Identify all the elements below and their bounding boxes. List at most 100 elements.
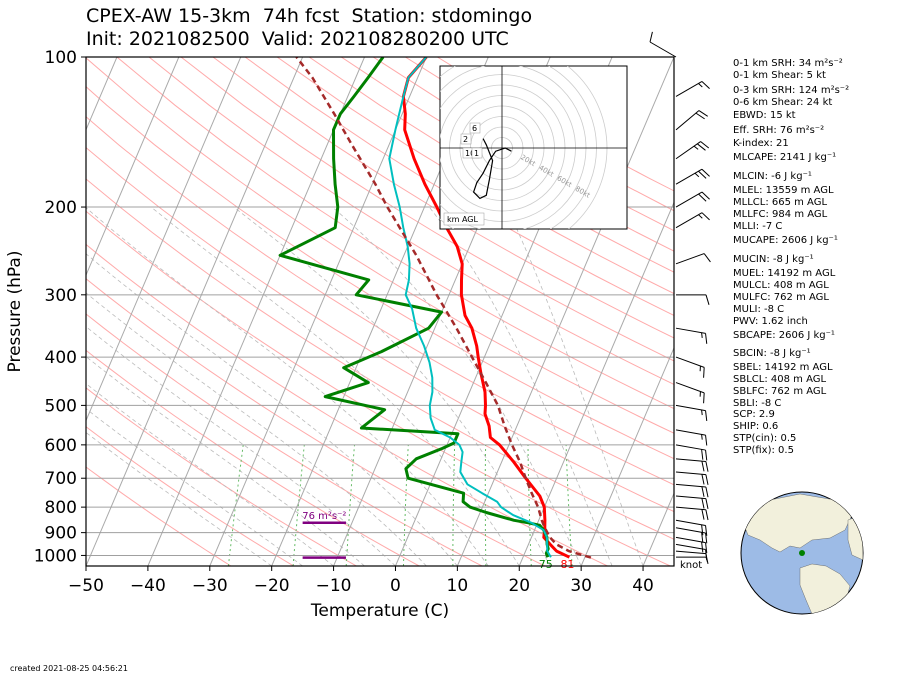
mixing-ratio-line xyxy=(345,444,355,566)
barb-flag xyxy=(705,294,710,305)
moist-adiabat xyxy=(86,292,427,566)
barb-staff xyxy=(675,444,706,451)
barb-flag xyxy=(698,193,707,202)
isotherm xyxy=(147,57,365,566)
barb-flag xyxy=(701,449,704,460)
dry-adiabat xyxy=(86,57,674,434)
moist-adiabat xyxy=(86,356,365,566)
isotherm xyxy=(86,57,242,422)
wind-barb xyxy=(675,444,708,461)
barb-staff xyxy=(675,212,703,229)
barb-flag xyxy=(705,532,708,544)
barb-flag xyxy=(701,191,710,200)
x-tick-label: 20 xyxy=(508,576,530,596)
isotherm xyxy=(86,57,304,566)
wind-barb xyxy=(675,81,710,97)
moist-adiabat xyxy=(233,206,551,566)
wind-barb xyxy=(675,536,708,554)
barb-flag xyxy=(705,435,708,446)
barb-flag xyxy=(701,168,710,177)
moist-adiabat xyxy=(428,206,613,566)
wind-barb xyxy=(675,168,710,185)
barb-staff xyxy=(675,110,700,131)
x-tick-label: 10 xyxy=(447,576,469,596)
isotherm xyxy=(209,57,427,566)
isotherm xyxy=(518,201,674,566)
moist-adiabat xyxy=(86,253,458,566)
index-line: SBCIN: -8 J kg⁻¹ xyxy=(733,348,811,359)
barb-flag xyxy=(703,392,705,404)
wind-units-label: knot xyxy=(680,560,703,571)
index-line: SBCAPE: 2606 J kg⁻¹ xyxy=(733,330,835,341)
x-axis-label: Temperature (C) xyxy=(310,601,449,621)
surface-dewpoint-label: 75 xyxy=(539,558,553,571)
index-line: SBLI: -8 C xyxy=(733,398,782,409)
barb-flag xyxy=(705,542,708,554)
wind-barb xyxy=(675,506,709,521)
dry-adiabat xyxy=(86,313,483,566)
wind-barb xyxy=(675,483,709,498)
north-america xyxy=(741,493,853,553)
wind-barb xyxy=(649,31,677,58)
mixing-ratio-line xyxy=(403,444,409,566)
moist-adiabat xyxy=(150,206,520,566)
hodograph-height-box xyxy=(469,122,481,134)
eff-inflow-label: 76 m²s⁻² xyxy=(302,511,346,522)
barb-staff xyxy=(675,471,706,476)
barb-flag xyxy=(701,498,705,509)
barb-staff xyxy=(675,550,706,555)
barb-flag xyxy=(698,110,708,117)
wind-barb xyxy=(675,527,708,544)
x-tick-label: −30 xyxy=(192,576,228,596)
moist-adiabat xyxy=(86,383,334,566)
barb-halfflag xyxy=(693,145,699,150)
wind-barb xyxy=(675,253,711,265)
index-line: SBLCL: 408 m AGL xyxy=(733,374,827,385)
wind-barb xyxy=(675,495,709,509)
dry-adiabat xyxy=(86,426,294,566)
dry-adiabat xyxy=(86,466,232,566)
hodograph-height-label: 10 xyxy=(465,149,475,158)
wind-barb xyxy=(675,458,709,472)
surface-temp-label: 81 xyxy=(560,558,574,571)
hodograph-height-box xyxy=(471,147,483,159)
index-line: EBWD: 15 kt xyxy=(733,110,796,121)
chart-title-line2: Init: 2021082500 Valid: 202108280200 UTC xyxy=(86,28,509,50)
barb-flag xyxy=(701,532,704,543)
barb-flag xyxy=(705,509,709,521)
dry-adiabat xyxy=(86,178,674,540)
created-timestamp: created 2021-08-25 04:56:21 xyxy=(10,664,128,673)
barb-halfflag xyxy=(698,214,703,219)
mixing-ratio-line xyxy=(527,444,532,566)
wetbulb-profile xyxy=(388,57,552,558)
barb-staff xyxy=(675,81,703,97)
wind-barb xyxy=(675,404,708,422)
temperature-profile xyxy=(401,57,571,559)
wind-barb xyxy=(675,327,708,344)
barb-flag xyxy=(701,524,704,536)
x-tick-label: −10 xyxy=(316,576,352,596)
dry-adiabat xyxy=(244,57,674,317)
barb-staff xyxy=(675,404,706,412)
barb-staff xyxy=(675,536,706,544)
index-line: PWV: 1.62 inch xyxy=(733,316,808,327)
barb-staff xyxy=(675,168,703,185)
index-line: MUEL: 14192 m AGL xyxy=(733,268,836,279)
barb-staff xyxy=(675,519,706,526)
x-tick-label: 40 xyxy=(632,576,654,596)
dry-adiabat xyxy=(86,146,674,513)
barb-halfflag xyxy=(701,332,703,338)
barb-staff xyxy=(675,429,706,436)
y-tick-label: 700 xyxy=(45,469,77,489)
moist-adiabat xyxy=(506,206,644,566)
barb-flag xyxy=(701,212,710,221)
barb-flag xyxy=(698,170,707,179)
index-line: MLEL: 13559 m AGL xyxy=(733,185,834,196)
barb-staff xyxy=(675,495,706,500)
y-tick-label: 100 xyxy=(45,48,77,68)
isotherm xyxy=(580,346,674,566)
x-tick-label: −20 xyxy=(254,576,290,596)
isotherm xyxy=(456,57,674,566)
barb-flag xyxy=(705,498,709,509)
dry-adiabat xyxy=(86,349,420,566)
